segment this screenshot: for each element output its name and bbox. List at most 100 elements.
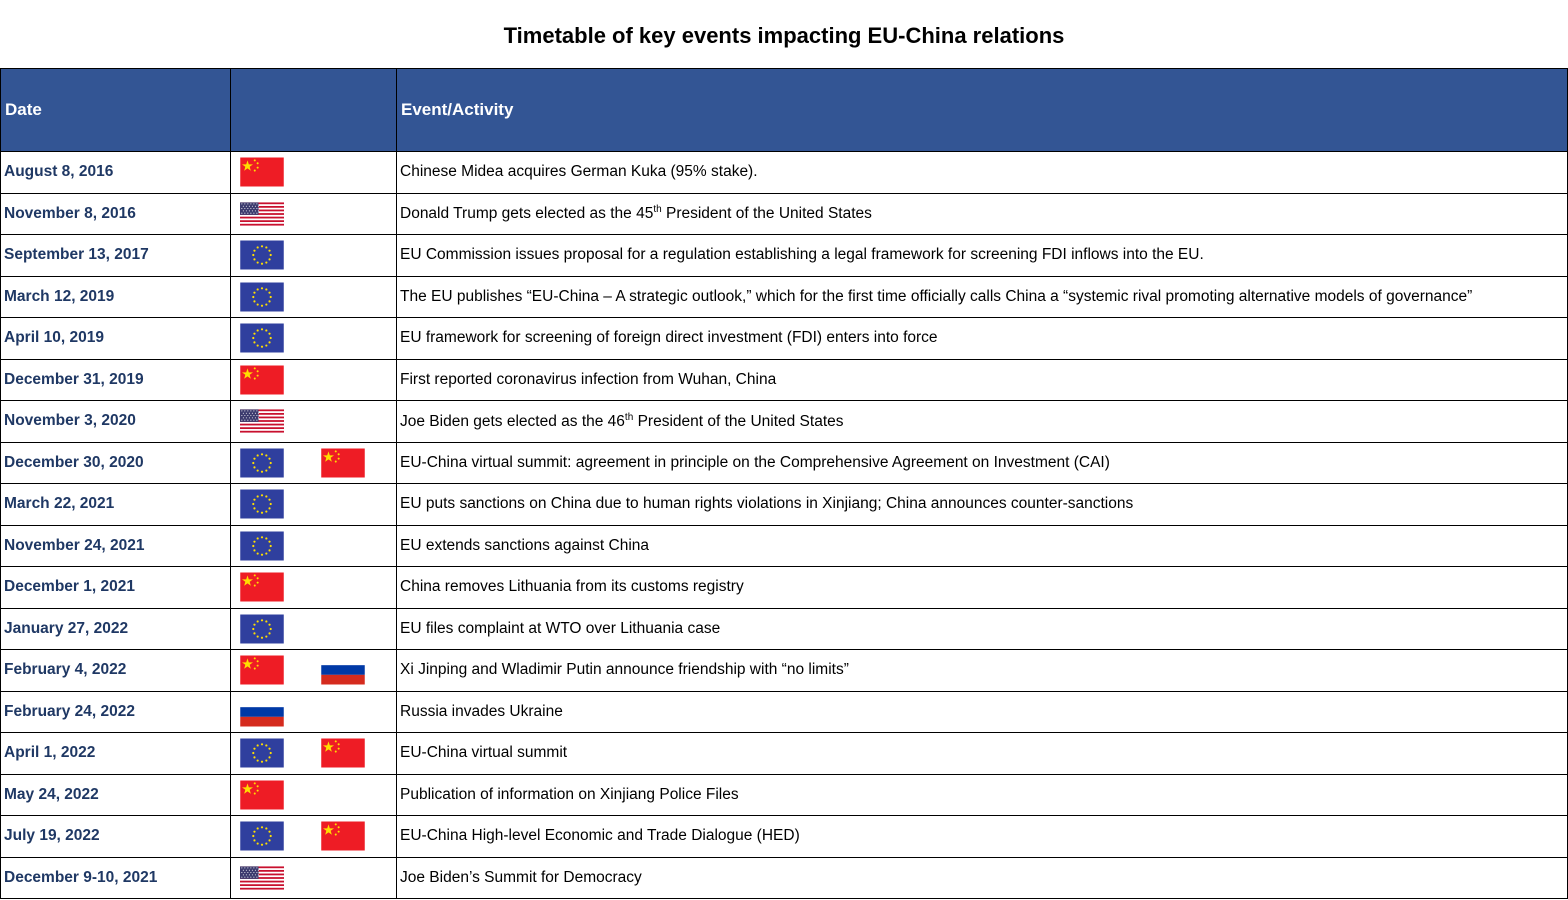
china-flag-icon	[321, 738, 365, 768]
china-flag-icon	[321, 448, 365, 478]
china-flag-icon	[240, 157, 284, 187]
table-row: May 24, 2022 Publication of information o…	[0, 773, 1568, 816]
event-date: March 12, 2019	[0, 275, 231, 318]
eu-flag-icon	[240, 738, 284, 768]
event-text: EU-China High-level Economic and Trade D…	[400, 827, 800, 845]
event-description: EU-China High-level Economic and Trade D…	[396, 815, 1568, 858]
event-description: EU framework for screening of foreign di…	[396, 317, 1568, 360]
events-table: Date Event/Activity August 8, 2016 Chines…	[0, 68, 1568, 899]
eu-flag-icon	[240, 489, 284, 519]
usa-flag-icon	[240, 407, 284, 436]
eu-flag-icon	[240, 614, 284, 644]
event-date: April 1, 2022	[0, 732, 231, 775]
eu-flag-icon	[240, 821, 284, 851]
table-row: November 24, 2021 EU extends sanctions ag…	[0, 524, 1568, 567]
china-flag-icon	[240, 365, 284, 395]
flags-cell	[230, 524, 397, 567]
russia-flag-icon	[321, 655, 365, 685]
flags-cell	[230, 483, 397, 526]
table-row: February 4, 2022 Xi Jinping and Wladimir …	[0, 649, 1568, 692]
event-text: EU files complaint at WTO over Lithuania…	[400, 619, 721, 637]
flags-cell	[230, 192, 397, 235]
event-date: December 31, 2019	[0, 358, 231, 401]
event-date: November 3, 2020	[0, 400, 231, 443]
flags-cell	[230, 275, 397, 318]
event-description: Chinese Midea acquires German Kuka (95% …	[396, 151, 1568, 194]
table-row: November 8, 2016 Donald Trump gets electe…	[0, 192, 1568, 235]
event-description: The EU publishes “EU-China – A strategic…	[396, 275, 1568, 318]
eu-flag-icon	[240, 282, 284, 312]
event-description: Joe Biden gets elected as the 46th Presi…	[396, 400, 1568, 443]
flags-cell	[230, 358, 397, 401]
event-text: Joe Biden gets elected as the 46	[400, 412, 625, 430]
event-description: Russia invades Ukraine	[396, 690, 1568, 733]
ordinal-suffix: th	[624, 411, 634, 423]
usa-flag-icon	[240, 199, 284, 228]
flags-cell	[230, 856, 397, 899]
china-flag-icon	[240, 780, 284, 810]
event-text-tail: President of the United States	[661, 205, 872, 223]
flags-cell	[230, 649, 397, 692]
event-description: China removes Lithuania from its customs…	[396, 566, 1568, 609]
table-row: December 9-10, 2021 Joe Biden’s Summit fo…	[0, 856, 1568, 899]
table-row: August 8, 2016 Chinese Midea acquires Ger…	[0, 151, 1568, 194]
event-text: Donald Trump gets elected as the 45	[400, 205, 654, 223]
event-text: China removes Lithuania from its customs…	[400, 578, 744, 596]
event-text: EU puts sanctions on China due to human …	[400, 495, 1134, 513]
event-text: Xi Jinping and Wladimir Putin announce f…	[400, 661, 849, 679]
flags-cell	[230, 234, 397, 277]
flags-cell	[230, 815, 397, 858]
flags-cell	[230, 441, 397, 484]
event-date: February 24, 2022	[0, 690, 231, 733]
table-header-row: Date Event/Activity	[0, 68, 1568, 152]
flags-cell	[230, 732, 397, 775]
flags-cell	[230, 566, 397, 609]
event-date: September 13, 2017	[0, 234, 231, 277]
event-date: December 1, 2021	[0, 566, 231, 609]
table-row: December 31, 2019 First reported coronavi…	[0, 358, 1568, 401]
event-description: EU files complaint at WTO over Lithuania…	[396, 607, 1568, 650]
event-date: March 22, 2021	[0, 483, 231, 526]
event-date: November 24, 2021	[0, 524, 231, 567]
china-flag-icon	[321, 821, 365, 851]
flags-cell	[230, 151, 397, 194]
event-text: EU extends sanctions against China	[400, 536, 650, 554]
header-flags	[230, 68, 397, 152]
event-text: Russia invades Ukraine	[400, 702, 563, 720]
table-row: September 13, 2017 EU Commission issues p…	[0, 234, 1568, 277]
eu-flag-icon	[240, 448, 284, 478]
event-description: First reported coronavirus infection fro…	[396, 358, 1568, 401]
event-text: EU Commission issues proposal for a regu…	[400, 246, 1204, 264]
table-row: April 1, 2022 EU-China virtual summit	[0, 732, 1568, 775]
event-description: Donald Trump gets elected as the 45th Pr…	[396, 192, 1568, 235]
event-text: Chinese Midea acquires German Kuka (95% …	[400, 163, 758, 181]
event-text: First reported coronavirus infection fro…	[400, 370, 777, 388]
event-text-tail: President of the United States	[633, 412, 844, 430]
event-description: EU extends sanctions against China	[396, 524, 1568, 567]
table-row: February 24, 2022 Russia invades Ukraine	[0, 690, 1568, 733]
table-row: March 12, 2019 The EU publishes “EU-China…	[0, 275, 1568, 318]
china-flag-icon	[240, 572, 284, 602]
ordinal-suffix: th	[653, 204, 662, 216]
event-text: Publication of information on Xinjiang P…	[400, 785, 739, 803]
header-date: Date	[0, 68, 231, 152]
header-event: Event/Activity	[396, 68, 1568, 152]
table-row: December 30, 2020 EU-China virtual summit…	[0, 441, 1568, 484]
event-date: November 8, 2016	[0, 192, 231, 235]
event-description: EU Commission issues proposal for a regu…	[396, 234, 1568, 277]
event-date: February 4, 2022	[0, 649, 231, 692]
page-title: Timetable of key events impacting EU-Chi…	[503, 23, 1065, 48]
flags-cell	[230, 607, 397, 650]
event-description: Joe Biden’s Summit for Democracy	[396, 856, 1568, 899]
eu-flag-icon	[240, 323, 284, 353]
table-row: April 10, 2019 EU framework for screening…	[0, 317, 1568, 360]
table-row: December 1, 2021 China removes Lithuania …	[0, 566, 1568, 609]
table-row: July 19, 2022 EU-China High-level Economi…	[0, 815, 1568, 858]
eu-flag-icon	[240, 531, 284, 561]
event-text: EU-China virtual summit	[400, 744, 568, 762]
event-description: Publication of information on Xinjiang P…	[396, 773, 1568, 816]
table-row: January 27, 2022 EU files complaint at WT…	[0, 607, 1568, 650]
event-description: EU puts sanctions on China due to human …	[396, 483, 1568, 526]
event-date: April 10, 2019	[0, 317, 231, 360]
table-row: November 3, 2020 Joe Biden gets elected a…	[0, 400, 1568, 443]
